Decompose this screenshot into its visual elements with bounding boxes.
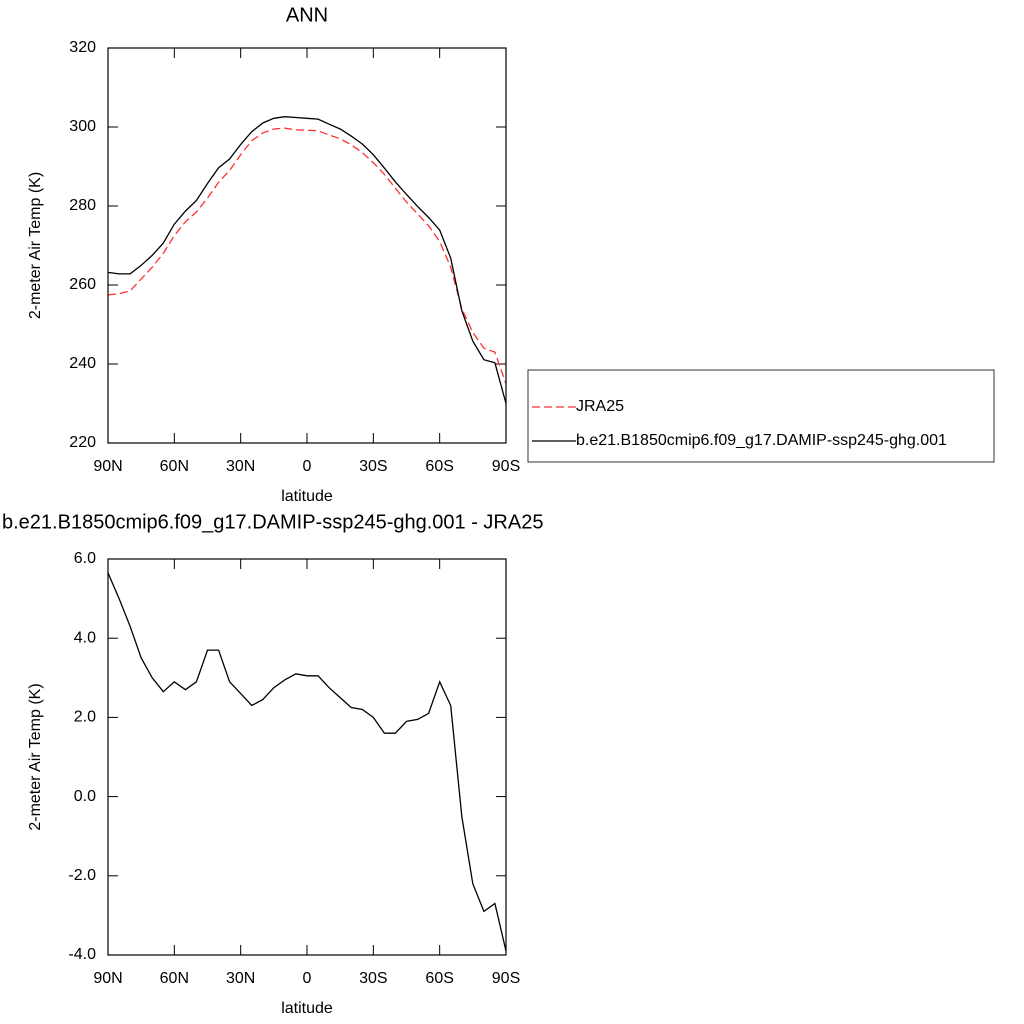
y-tick-label: 280: [69, 197, 96, 214]
x-tick-label: 60N: [160, 458, 189, 475]
x-tick-label: 90N: [93, 458, 122, 475]
legend-box: [527, 369, 995, 463]
chart-title: ANN: [286, 4, 328, 26]
x-tick-label: 60N: [160, 970, 189, 987]
plot-frame: [107, 47, 507, 444]
y-tick-label: 2.0: [74, 709, 96, 726]
y-tick-label: 220: [69, 434, 96, 451]
chart-title: b.e21.B1850cmip6.f09_g17.DAMIP-ssp245-gh…: [2, 511, 543, 533]
plot-frame: [107, 558, 507, 956]
y-tick-label: 0.0: [74, 788, 96, 805]
legend-label: b.e21.B1850cmip6.f09_g17.DAMIP-ssp245-gh…: [576, 432, 947, 449]
y-tick-label: 4.0: [74, 629, 96, 646]
y-axis-label: 2-meter Air Temp (K): [27, 172, 44, 319]
data-line: [107, 572, 507, 952]
x-tick-label: 30S: [359, 970, 387, 987]
y-axis-label: 2-meter Air Temp (K): [27, 683, 44, 830]
data-line: [107, 116, 507, 404]
x-axis-label: latitude: [281, 488, 333, 505]
x-tick-label: 90N: [93, 970, 122, 987]
x-axis-label: latitude: [281, 1000, 333, 1017]
x-tick-label: 30N: [226, 458, 255, 475]
x-tick-label: 90S: [492, 970, 520, 987]
x-tick-label: 30N: [226, 970, 255, 987]
x-tick-label: 60S: [425, 458, 453, 475]
legend-label: JRA25: [576, 398, 624, 415]
x-tick-label: 0: [303, 458, 312, 475]
data-line: [107, 127, 507, 385]
y-tick-label: 240: [69, 355, 96, 372]
y-tick-label: -4.0: [68, 946, 96, 963]
y-tick-label: 320: [69, 39, 96, 56]
y-tick-label: 300: [69, 118, 96, 135]
y-tick-label: 260: [69, 276, 96, 293]
x-tick-label: 30S: [359, 458, 387, 475]
y-tick-label: -2.0: [68, 867, 96, 884]
x-tick-label: 90S: [492, 458, 520, 475]
x-tick-label: 0: [303, 970, 312, 987]
y-tick-label: 6.0: [74, 550, 96, 567]
legend: JRA25 b.e21.B1850cmip6.f09_g17.DAMIP-ssp2…: [527, 369, 995, 463]
x-tick-label: 60S: [425, 970, 453, 987]
